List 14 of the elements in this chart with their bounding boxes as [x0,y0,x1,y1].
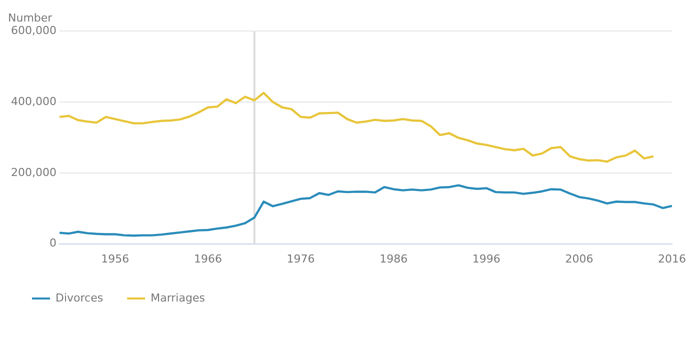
x-tick-label: 1976 [286,252,315,266]
x-tick-label: 2006 [565,252,594,266]
y-tick-label: 200,000 [10,166,56,179]
legend-label: Marriages [150,291,206,304]
x-tick-label: 1996 [472,252,500,266]
y-tick-label: 0 [49,236,56,250]
x-tick-label: 1956 [101,252,130,266]
legend-label: Divorces [56,291,104,304]
x-tick-label: 2016 [658,252,686,266]
x-tick-label: 1966 [194,252,222,266]
y-axis-title: Number [8,11,53,24]
y-tick-label: 600,000 [10,24,56,38]
y-tick-label: 400,000 [10,94,56,108]
x-tick-label: 1986 [380,252,408,266]
